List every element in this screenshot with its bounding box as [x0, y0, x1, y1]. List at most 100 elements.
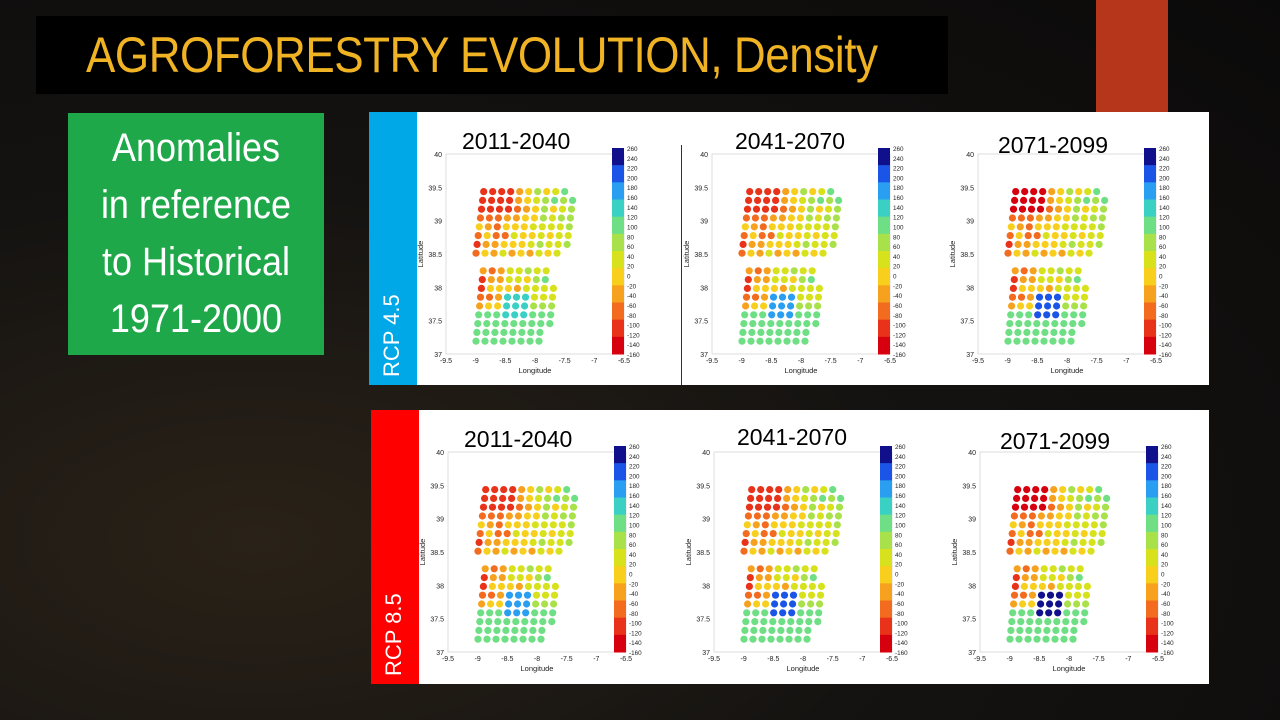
map-dot: [501, 320, 509, 328]
map-dot: [794, 635, 802, 643]
colorbar-tick-label: 160: [895, 493, 906, 500]
map-dot: [760, 302, 768, 310]
map-dot: [772, 196, 780, 204]
map-dot: [481, 494, 489, 502]
map-dot: [485, 214, 493, 222]
map-dot: [825, 512, 833, 520]
colorbar-segment: [880, 446, 892, 464]
map-dot: [771, 512, 779, 520]
map-dot: [509, 328, 517, 336]
map-dot: [1041, 240, 1049, 248]
map-dot: [504, 284, 512, 292]
x-tick-label: -8.5: [501, 656, 513, 663]
map-dot: [814, 302, 822, 310]
x-tick-label: -7: [1123, 358, 1129, 365]
colorbar-tick-label: 0: [1161, 572, 1165, 579]
x-tick-label: -7.5: [559, 358, 571, 365]
map-dot: [1088, 223, 1096, 231]
map-dot: [1070, 311, 1078, 319]
map-dot: [1020, 503, 1029, 511]
map-dot: [493, 311, 501, 319]
colorbar-segment: [880, 600, 892, 619]
map-dot: [766, 328, 774, 336]
x-tick-label: -7.5: [1093, 656, 1105, 663]
map-dot: [516, 188, 524, 196]
map-dot: [528, 232, 536, 240]
colorbar-segment: [880, 566, 892, 584]
map-dot: [799, 582, 807, 590]
x-axis-label: Longitude: [521, 664, 554, 673]
map-dot: [1089, 530, 1097, 538]
map-dot: [1053, 293, 1062, 301]
map-dot: [1056, 196, 1064, 204]
map-dot: [770, 609, 778, 617]
map-dot: [1037, 276, 1045, 284]
colorbar-tick-label: 220: [893, 166, 904, 173]
map-dot: [756, 494, 764, 502]
map-dot: [1037, 512, 1045, 520]
map-dot: [1039, 574, 1047, 582]
map-dot: [1023, 328, 1031, 336]
map-dot: [1041, 486, 1049, 494]
map-dot: [493, 538, 501, 546]
colorbar-segment: [1146, 514, 1158, 533]
map-dot: [1015, 320, 1023, 328]
map-dot: [503, 618, 511, 626]
map-dot: [773, 188, 781, 196]
map-dot: [529, 538, 537, 546]
map-dot: [807, 591, 816, 599]
map-dot: [1056, 267, 1064, 275]
map-dot: [759, 626, 767, 634]
map-dot: [1017, 302, 1025, 310]
map-dot: [1011, 196, 1019, 204]
map-dot: [1025, 223, 1033, 231]
map-dot: [759, 223, 767, 231]
map-dot: [1049, 494, 1057, 502]
map-dot: [1050, 240, 1058, 248]
map-dot: [1027, 284, 1035, 292]
colorbar-tick-label: -20: [627, 283, 637, 290]
map-dot: [799, 196, 807, 204]
map-dot: [484, 626, 492, 634]
map-dot: [494, 530, 502, 538]
map-dot: [524, 582, 532, 590]
map-dot: [776, 320, 784, 328]
map-dot: [753, 591, 762, 599]
map-dot: [806, 205, 815, 213]
map-dot: [1015, 635, 1023, 643]
colorbar-tick-label: 120: [893, 215, 904, 222]
map-dot: [474, 320, 482, 328]
map-dot: [1083, 503, 1092, 511]
map-dot: [1069, 320, 1077, 328]
map-dot: [808, 503, 817, 511]
map-dot: [1046, 600, 1054, 608]
map-dot: [1074, 503, 1083, 511]
map-dot: [506, 196, 514, 204]
map-dot: [789, 276, 797, 284]
map-dot: [1061, 538, 1069, 546]
map-dot: [799, 267, 807, 275]
map-dot: [797, 284, 805, 292]
map-dot: [521, 214, 529, 222]
map-dot: [1040, 494, 1048, 502]
map-dot: [790, 196, 798, 204]
map-dot: [798, 512, 806, 520]
map-dot: [777, 311, 785, 319]
map-dot: [545, 240, 553, 248]
y-tick-label: 37: [702, 650, 710, 657]
colorbar-tick-label: -80: [629, 611, 639, 618]
colorbar-tick-label: 260: [893, 146, 904, 153]
map-dot: [1061, 311, 1069, 319]
map-dot: [1055, 512, 1063, 520]
map-dot: [1063, 284, 1071, 292]
map-dot: [530, 302, 538, 310]
map-dot: [484, 223, 492, 231]
map-dot: [495, 284, 503, 292]
map-dot: [780, 276, 788, 284]
y-axis-label: Latitude: [950, 539, 959, 566]
map-dot: [1047, 196, 1055, 204]
y-tick-label: 37.5: [430, 617, 444, 624]
map-dot: [1099, 521, 1107, 529]
y-axis-label: Latitude: [684, 539, 693, 566]
map-dot: [508, 337, 516, 345]
